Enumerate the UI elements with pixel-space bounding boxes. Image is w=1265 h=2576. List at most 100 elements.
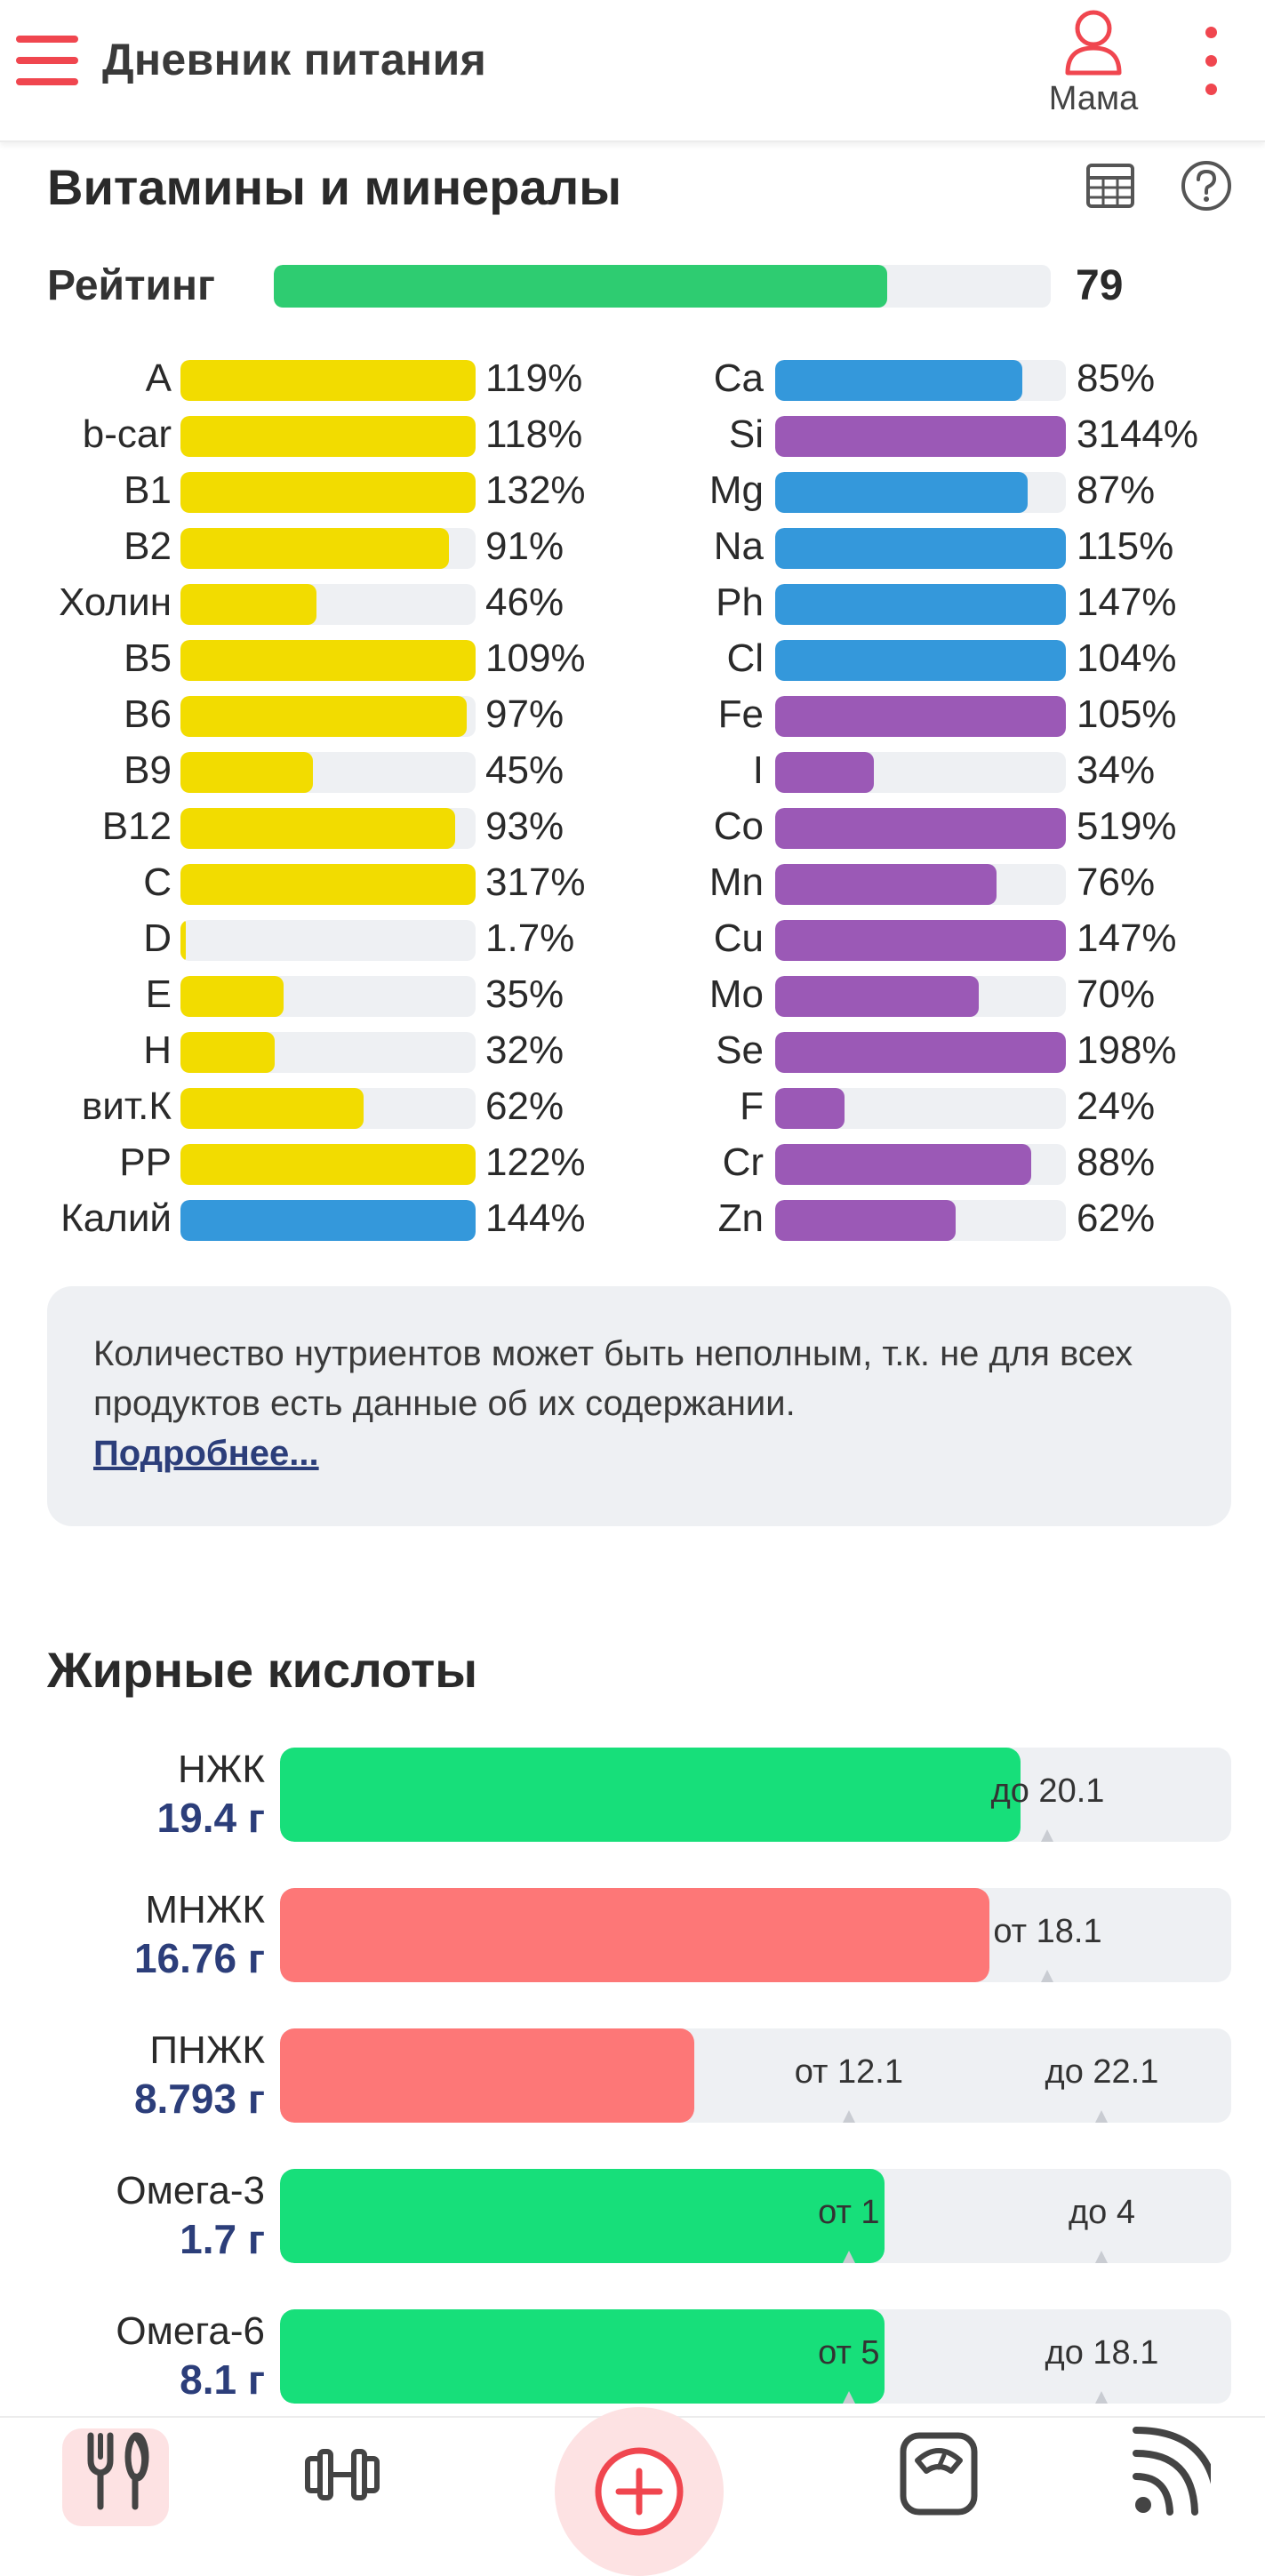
nutrient-percent: 70%	[1077, 972, 1156, 1016]
profile-button[interactable]: Мама	[1022, 7, 1165, 132]
section-title-vitamins: Витамины и минералы	[47, 159, 622, 215]
nutrient-row: D 1.7%	[0, 911, 1265, 966]
menu-icon[interactable]	[16, 36, 78, 85]
help-icon[interactable]	[1179, 158, 1234, 213]
nutrient-percent: 62%	[485, 1084, 564, 1128]
more-link[interactable]: Подробнее...	[93, 1434, 319, 1473]
nutrient-bar	[180, 416, 476, 457]
nutrient-bar	[180, 864, 476, 905]
add-button[interactable]	[555, 2407, 724, 2576]
nav-weight[interactable]	[894, 2418, 983, 2519]
nutrient-row: C 317%	[0, 855, 1265, 910]
nutrient-name: Mo	[709, 972, 764, 1016]
nutrient-percent: 32%	[485, 1028, 564, 1072]
nutrient-bar	[775, 920, 1066, 961]
nutrient-percent: 76%	[1077, 860, 1156, 904]
nutrient-name: C	[143, 860, 172, 904]
nutrient-percent: 147%	[1077, 916, 1177, 960]
nutrient-percent: 85%	[1077, 356, 1156, 400]
nutrient-percent: 105%	[1077, 692, 1177, 736]
norm-marker-icon	[842, 2110, 855, 2123]
nutrient-name: Co	[713, 804, 764, 848]
fatty-acid-value: 16.76 г	[133, 1935, 265, 1981]
nav-diary[interactable]	[71, 2418, 160, 2519]
nutrient-bar-fill	[180, 1144, 476, 1185]
norm-marker-icon	[1095, 2110, 1109, 2123]
nutrient-name: B2	[124, 524, 172, 568]
nutrient-name: Si	[728, 412, 764, 456]
add-icon	[595, 2447, 684, 2536]
nutrient-name: Cr	[722, 1140, 764, 1184]
nutrient-bar-fill	[775, 360, 1022, 401]
nutrient-bar	[775, 360, 1066, 401]
nutrient-percent: 24%	[1077, 1084, 1156, 1128]
nutrient-bar-fill	[180, 360, 476, 401]
nutrient-bar-fill	[180, 584, 316, 625]
nutrient-row: PP 122%	[0, 1135, 1265, 1190]
nutrient-row: Ca 85%	[0, 351, 1265, 406]
rating-label: Рейтинг	[47, 262, 216, 309]
rating-bar-fill	[274, 265, 888, 308]
nutrient-name: Калий	[60, 1196, 172, 1240]
nutrient-row: Si 3144%	[0, 407, 1265, 462]
nutrient-bar-fill	[775, 752, 875, 793]
fatty-acid-row: МНЖК 16.76 г от 18.1	[0, 1888, 1265, 1986]
nutrient-bar	[180, 528, 476, 569]
nutrient-bar-fill	[180, 1088, 364, 1129]
nutrient-bar	[775, 1200, 1066, 1241]
nutrient-bar-fill	[775, 1088, 845, 1129]
nutrient-bar-fill	[775, 976, 979, 1017]
norm-label: до 20.1	[990, 1772, 1105, 1810]
nutrient-name: PP	[119, 1140, 172, 1184]
nutrient-percent: 198%	[1077, 1028, 1177, 1072]
nutrient-percent: 97%	[485, 692, 564, 736]
nav-feed[interactable]	[1122, 2418, 1221, 2519]
nutrient-bar-fill	[180, 416, 476, 457]
nav-workouts[interactable]	[302, 2418, 382, 2519]
nutrient-name: B1	[124, 468, 172, 512]
nutrient-bar-fill	[180, 696, 468, 737]
feed-icon	[1133, 2427, 1221, 2516]
fatty-acid-bar: от 18.1	[280, 1888, 1231, 1982]
norm-marker-icon	[1041, 1970, 1054, 1982]
norm-label: от 18.1	[993, 1913, 1102, 1950]
nutrient-name: I	[752, 748, 764, 792]
nutrient-name: B6	[124, 692, 172, 736]
nutrient-bar-fill	[180, 976, 284, 1017]
nutrient-row: B1 132%	[0, 463, 1265, 518]
nutrient-percent: 104%	[1077, 636, 1177, 680]
nutrient-name: B5	[124, 636, 172, 680]
nutrient-bar	[180, 752, 476, 793]
fatty-acid-bar-fill	[280, 2028, 694, 2123]
nutrient-name: Na	[713, 524, 764, 568]
fatty-acid-value: 8.793 г	[133, 2076, 265, 2122]
nutrient-bar	[775, 976, 1066, 1017]
nutrient-name: Mg	[709, 468, 764, 512]
nutrient-row: Mo 70%	[0, 967, 1265, 1022]
profile-name: Мама	[1048, 80, 1139, 117]
fatty-acid-row: Омега-3 1.7 г от 1 до 4	[0, 2169, 1265, 2267]
nutrient-name: A	[145, 356, 172, 400]
nutrient-row: B12 93%	[0, 799, 1265, 854]
nutrient-bar-fill	[775, 528, 1066, 569]
more-options-icon[interactable]	[1198, 27, 1225, 98]
nutrient-bar	[180, 584, 476, 625]
nutrient-percent: 88%	[1077, 1140, 1156, 1184]
nutrient-bar	[180, 696, 476, 737]
nutrient-bar-fill	[775, 1144, 1031, 1185]
nutrient-row: Калий 144%	[0, 1191, 1265, 1246]
nutrient-percent: 34%	[1077, 748, 1156, 792]
scale-icon	[900, 2432, 978, 2516]
table-view-icon[interactable]	[1083, 158, 1138, 213]
fatty-acid-value: 8.1 г	[180, 2356, 265, 2403]
nutrient-row: F 24%	[0, 1079, 1265, 1134]
nutrient-bar-fill	[180, 472, 476, 513]
nutrient-name: B12	[101, 804, 172, 848]
norm-label: до 18.1	[1045, 2334, 1159, 2372]
nutrient-bar	[775, 472, 1066, 513]
nutrient-name: B9	[124, 748, 172, 792]
rating-value: 79	[1076, 262, 1124, 309]
nutrient-bar-fill	[775, 472, 1029, 513]
nutrient-bar-fill	[775, 864, 997, 905]
nutrient-bar-fill	[180, 752, 314, 793]
